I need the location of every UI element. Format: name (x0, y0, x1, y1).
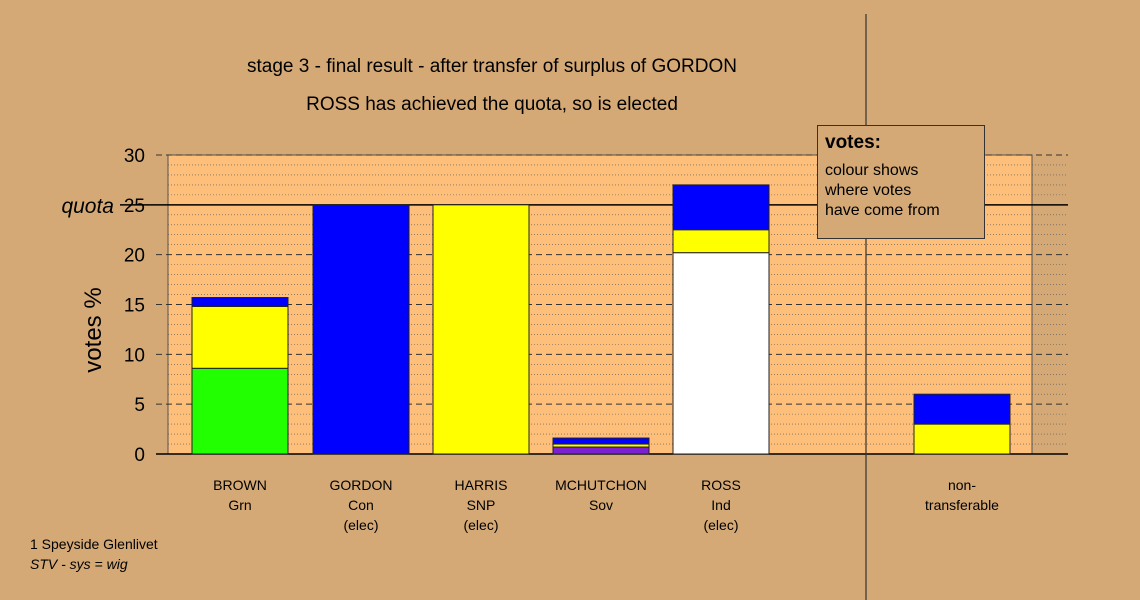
category-label: HARRIS (455, 477, 508, 493)
y-tick-label: 5 (134, 395, 145, 416)
category-labels: BROWN Grn GORDON Con (elec) HARRIS SNP (elec) MC… (213, 477, 999, 533)
category-label: transferable (925, 497, 999, 513)
category-label: non- (948, 477, 976, 493)
legend-line: colour shows (825, 162, 919, 179)
y-tick-label: 30 (124, 146, 145, 167)
bars (191, 184, 1011, 455)
y-tick-label: 10 (124, 345, 145, 366)
category-label: Ind (711, 497, 730, 513)
bar-segment (432, 204, 530, 455)
bar-segment (672, 252, 770, 455)
bar-segment (552, 437, 650, 445)
y-tick-label: 25 (124, 196, 145, 217)
bar-segment (191, 367, 289, 455)
category-label: (elec) (463, 517, 498, 533)
bar-segment (913, 423, 1011, 455)
y-tick-label: 15 (124, 296, 145, 317)
category-label: ROSS (701, 477, 741, 493)
chart-subtitle: ROSS has achieved the quota, so is elect… (306, 94, 678, 115)
category-label: Sov (589, 497, 613, 513)
footer-system: STV - sys = wig (30, 556, 128, 572)
legend-line: have come from (825, 202, 940, 219)
legend-title: votes: (825, 132, 881, 153)
category-label: BROWN (213, 477, 267, 493)
category-label: SNP (467, 497, 496, 513)
y-axis-label: votes % (80, 287, 107, 372)
bar-segment (672, 229, 770, 254)
legend-line: where votes (825, 182, 912, 199)
y-tick-label: 20 (124, 246, 145, 267)
y-tick-label: 0 (134, 445, 145, 466)
category-label: (elec) (703, 517, 738, 533)
category-label: Grn (228, 497, 251, 513)
bar-segment (672, 184, 770, 231)
quota-label: quota (61, 195, 114, 218)
legend-box: votes: colour shows where votes have com… (817, 125, 985, 239)
bar-segment (312, 204, 410, 455)
bar-segment (913, 393, 1011, 425)
bar-segment (191, 297, 289, 307)
category-label: (elec) (343, 517, 378, 533)
footer-ward: 1 Speyside Glenlivet (30, 536, 158, 552)
category-label: Con (348, 497, 374, 513)
chart-title: stage 3 - final result - after transfer … (247, 56, 737, 77)
bar-segment (191, 305, 289, 369)
category-label: GORDON (330, 477, 393, 493)
y-ticks: 0 5 10 15 20 25 30 quota (61, 146, 145, 466)
bar-segment (552, 446, 650, 455)
category-label: MCHUTCHON (555, 477, 647, 493)
